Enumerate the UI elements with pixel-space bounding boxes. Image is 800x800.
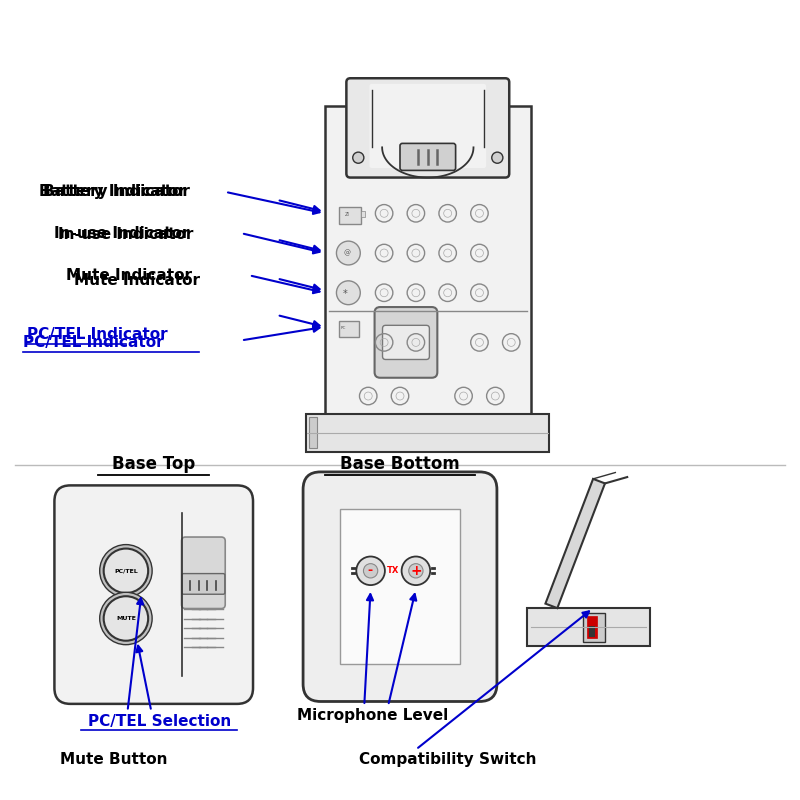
Text: -: - — [367, 564, 372, 578]
Text: Mute Indicator: Mute Indicator — [74, 273, 200, 287]
Text: Battery Indicator: Battery Indicator — [38, 184, 186, 199]
FancyBboxPatch shape — [303, 472, 497, 702]
Text: Mute Indicator: Mute Indicator — [66, 268, 192, 282]
FancyBboxPatch shape — [182, 574, 225, 594]
Text: PC: PC — [341, 326, 346, 330]
Bar — [361, 211, 365, 218]
Text: *: * — [343, 289, 347, 298]
Text: Compatibility Switch: Compatibility Switch — [359, 751, 537, 766]
Text: PC/TEL: PC/TEL — [114, 568, 138, 574]
FancyBboxPatch shape — [182, 537, 226, 609]
FancyBboxPatch shape — [382, 326, 430, 359]
Text: ZI: ZI — [344, 212, 350, 217]
Text: MUTE: MUTE — [116, 616, 136, 621]
Circle shape — [356, 557, 385, 585]
Circle shape — [409, 564, 423, 578]
Circle shape — [402, 557, 430, 585]
Circle shape — [100, 592, 152, 645]
FancyBboxPatch shape — [341, 510, 459, 664]
Circle shape — [337, 281, 360, 305]
Bar — [339, 207, 361, 225]
Text: Microphone Level: Microphone Level — [297, 708, 448, 723]
Text: PC/TEL Indicator: PC/TEL Indicator — [22, 335, 163, 350]
Circle shape — [492, 152, 503, 163]
Circle shape — [337, 241, 360, 265]
Circle shape — [353, 152, 364, 163]
Text: Mute Button: Mute Button — [60, 751, 168, 766]
Text: @: @ — [343, 250, 350, 256]
Bar — [309, 418, 317, 448]
Bar — [587, 616, 597, 638]
Text: Battery Indicator: Battery Indicator — [42, 184, 190, 199]
FancyBboxPatch shape — [54, 486, 253, 704]
Text: In-use Indicator: In-use Indicator — [54, 226, 190, 241]
Bar — [306, 414, 549, 452]
Circle shape — [363, 564, 378, 578]
FancyBboxPatch shape — [346, 78, 510, 178]
Text: +: + — [411, 564, 422, 578]
FancyBboxPatch shape — [370, 84, 486, 168]
Circle shape — [100, 545, 152, 597]
Polygon shape — [546, 479, 605, 608]
Text: Base Top: Base Top — [112, 455, 195, 473]
Text: In-use Indicator: In-use Indicator — [58, 227, 194, 242]
Text: TX: TX — [387, 566, 399, 575]
Bar — [582, 613, 605, 642]
Bar — [527, 608, 650, 646]
Circle shape — [104, 549, 148, 593]
Text: PC/TEL Indicator: PC/TEL Indicator — [26, 326, 167, 342]
Text: PC/TEL Selection: PC/TEL Selection — [88, 714, 231, 730]
Circle shape — [104, 596, 148, 641]
Bar — [325, 106, 531, 416]
Bar — [339, 322, 359, 338]
FancyBboxPatch shape — [400, 143, 456, 170]
Bar — [589, 626, 595, 637]
Text: Base Bottom: Base Bottom — [340, 455, 460, 473]
FancyBboxPatch shape — [374, 307, 438, 378]
